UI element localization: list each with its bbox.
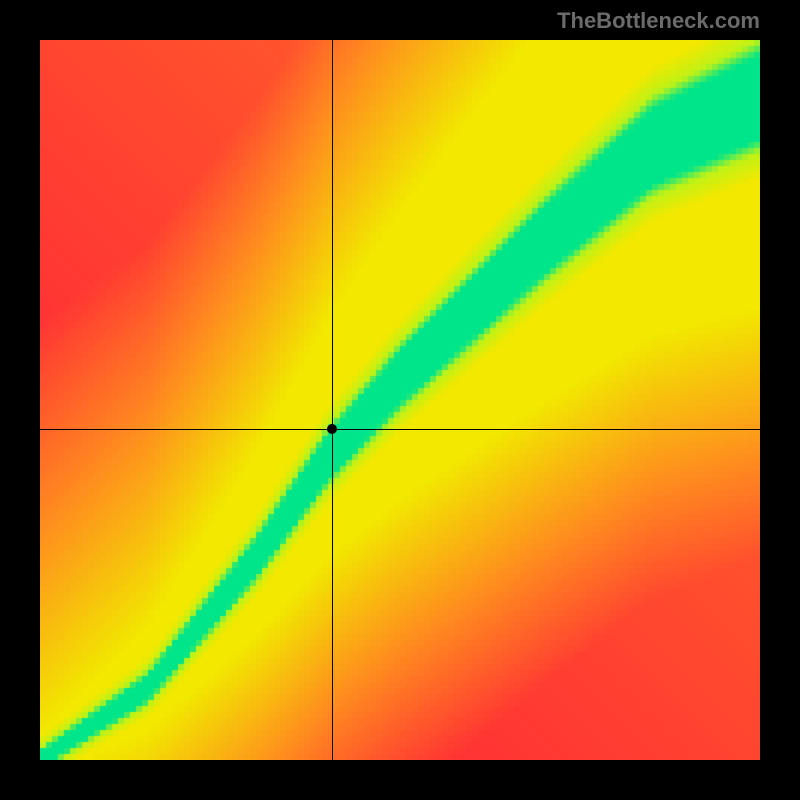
heatmap-chart bbox=[40, 40, 760, 760]
intersection-marker-dot bbox=[327, 424, 337, 434]
watermark-text: TheBottleneck.com bbox=[557, 8, 760, 34]
crosshair-horizontal bbox=[40, 429, 760, 430]
crosshair-vertical bbox=[332, 40, 333, 760]
heatmap-canvas bbox=[40, 40, 760, 760]
